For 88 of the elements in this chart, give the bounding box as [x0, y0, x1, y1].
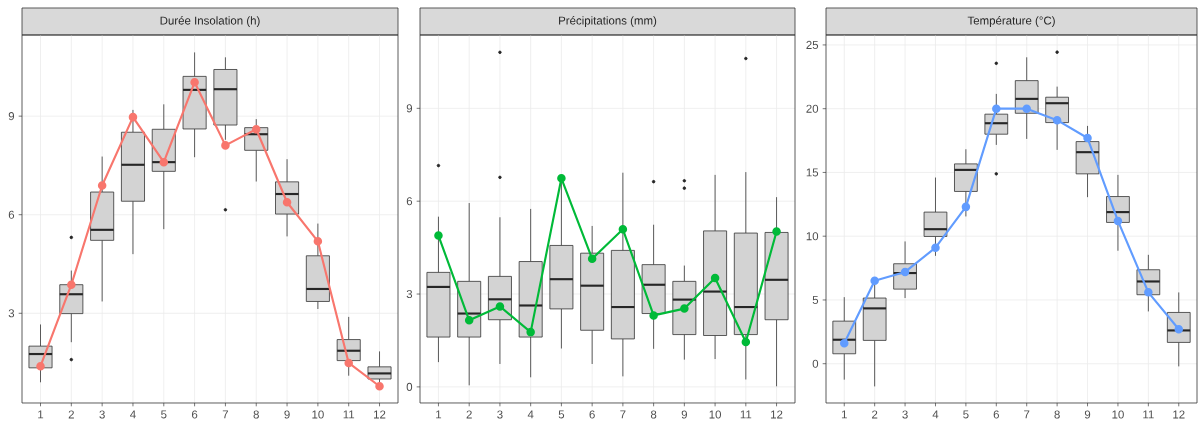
x-tick-label: 11 — [343, 410, 355, 419]
x-tick-label: 5 — [963, 410, 969, 419]
x-tick-label: 10 — [312, 410, 324, 419]
point — [251, 125, 261, 134]
x-tick-label: 6 — [192, 410, 198, 419]
point — [313, 237, 323, 246]
x-tick-label: 2 — [466, 410, 472, 419]
x-tick-label: 8 — [1054, 410, 1060, 419]
y-tick-label: 20 — [806, 104, 819, 113]
x-tick-label: 3 — [99, 410, 105, 419]
chart-title: Précipitations (mm) — [559, 16, 657, 27]
y-tick-label: 5 — [812, 295, 819, 304]
point — [1113, 216, 1123, 226]
y-tick-label: 10 — [806, 232, 819, 241]
point — [961, 202, 971, 212]
x-tick-label: 7 — [1024, 410, 1030, 419]
point — [931, 243, 940, 252]
point — [190, 78, 199, 87]
point — [67, 280, 76, 289]
y-tick-label: 3 — [8, 309, 15, 318]
point — [36, 361, 45, 371]
point — [1022, 104, 1031, 113]
point — [587, 254, 597, 264]
point — [741, 337, 751, 347]
point — [557, 174, 566, 183]
x-tick-label: 3 — [902, 410, 908, 419]
point — [221, 141, 230, 150]
y-tick-label: 25 — [806, 40, 819, 49]
x-tick-label: 6 — [993, 410, 999, 419]
point — [526, 327, 535, 337]
point — [710, 273, 720, 283]
point — [1144, 288, 1153, 297]
x-tick-label: 8 — [650, 410, 657, 419]
point — [649, 311, 658, 320]
point — [1174, 325, 1184, 334]
x-tick-label: 12 — [1173, 410, 1185, 419]
x-tick-label: 9 — [284, 410, 290, 419]
point — [1052, 115, 1062, 125]
y-tick-label: 0 — [406, 382, 413, 391]
x-tick-label: 3 — [497, 410, 503, 419]
point — [839, 339, 849, 348]
x-tick-label: 12 — [374, 410, 386, 419]
x-tick-label: 7 — [620, 410, 626, 419]
chart-title: Durée Insolation (h) — [160, 16, 260, 27]
point — [1083, 133, 1092, 143]
point — [344, 358, 353, 368]
y-tick-label: 9 — [8, 112, 15, 121]
point — [992, 104, 1001, 113]
x-tick-label: 7 — [222, 410, 229, 419]
x-tick-label: 12 — [771, 410, 783, 419]
point — [375, 381, 384, 391]
point — [618, 225, 628, 234]
point — [128, 112, 138, 122]
x-tick-label: 11 — [1143, 410, 1154, 419]
x-tick-label: 8 — [253, 410, 259, 419]
x-tick-label: 2 — [872, 410, 878, 419]
x-tick-label: 5 — [558, 410, 565, 419]
y-tick-label: 3 — [406, 289, 413, 299]
x-tick-label: 2 — [68, 410, 74, 419]
x-tick-label: 1 — [38, 410, 44, 419]
y-tick-label: 6 — [8, 210, 15, 219]
x-tick-label: 4 — [527, 410, 534, 419]
x-tick-label: 5 — [161, 410, 167, 419]
point — [772, 227, 781, 236]
y-tick-label: 6 — [406, 197, 413, 206]
x-tick-label: 10 — [1112, 410, 1124, 419]
x-tick-label: 10 — [709, 410, 721, 419]
x-tick-label: 1 — [841, 410, 847, 419]
x-tick-label: 9 — [681, 410, 687, 419]
x-tick-label: 1 — [436, 410, 442, 419]
chart-title: Température (°C) — [967, 16, 1055, 27]
point — [495, 302, 505, 311]
x-tick-label: 4 — [932, 410, 939, 419]
y-tick-label: 9 — [406, 104, 413, 113]
point — [159, 157, 169, 167]
y-tick-label: 15 — [806, 168, 819, 177]
point — [870, 276, 879, 286]
point — [434, 231, 443, 240]
y-tick-label: 0 — [812, 359, 819, 368]
x-tick-label: 9 — [1084, 410, 1091, 419]
x-tick-label: 6 — [589, 410, 595, 419]
point — [900, 267, 910, 277]
point — [680, 304, 689, 313]
point — [97, 181, 107, 190]
point — [282, 197, 292, 207]
point — [464, 316, 474, 325]
x-tick-label: 11 — [740, 410, 752, 419]
x-tick-label: 4 — [130, 410, 136, 419]
